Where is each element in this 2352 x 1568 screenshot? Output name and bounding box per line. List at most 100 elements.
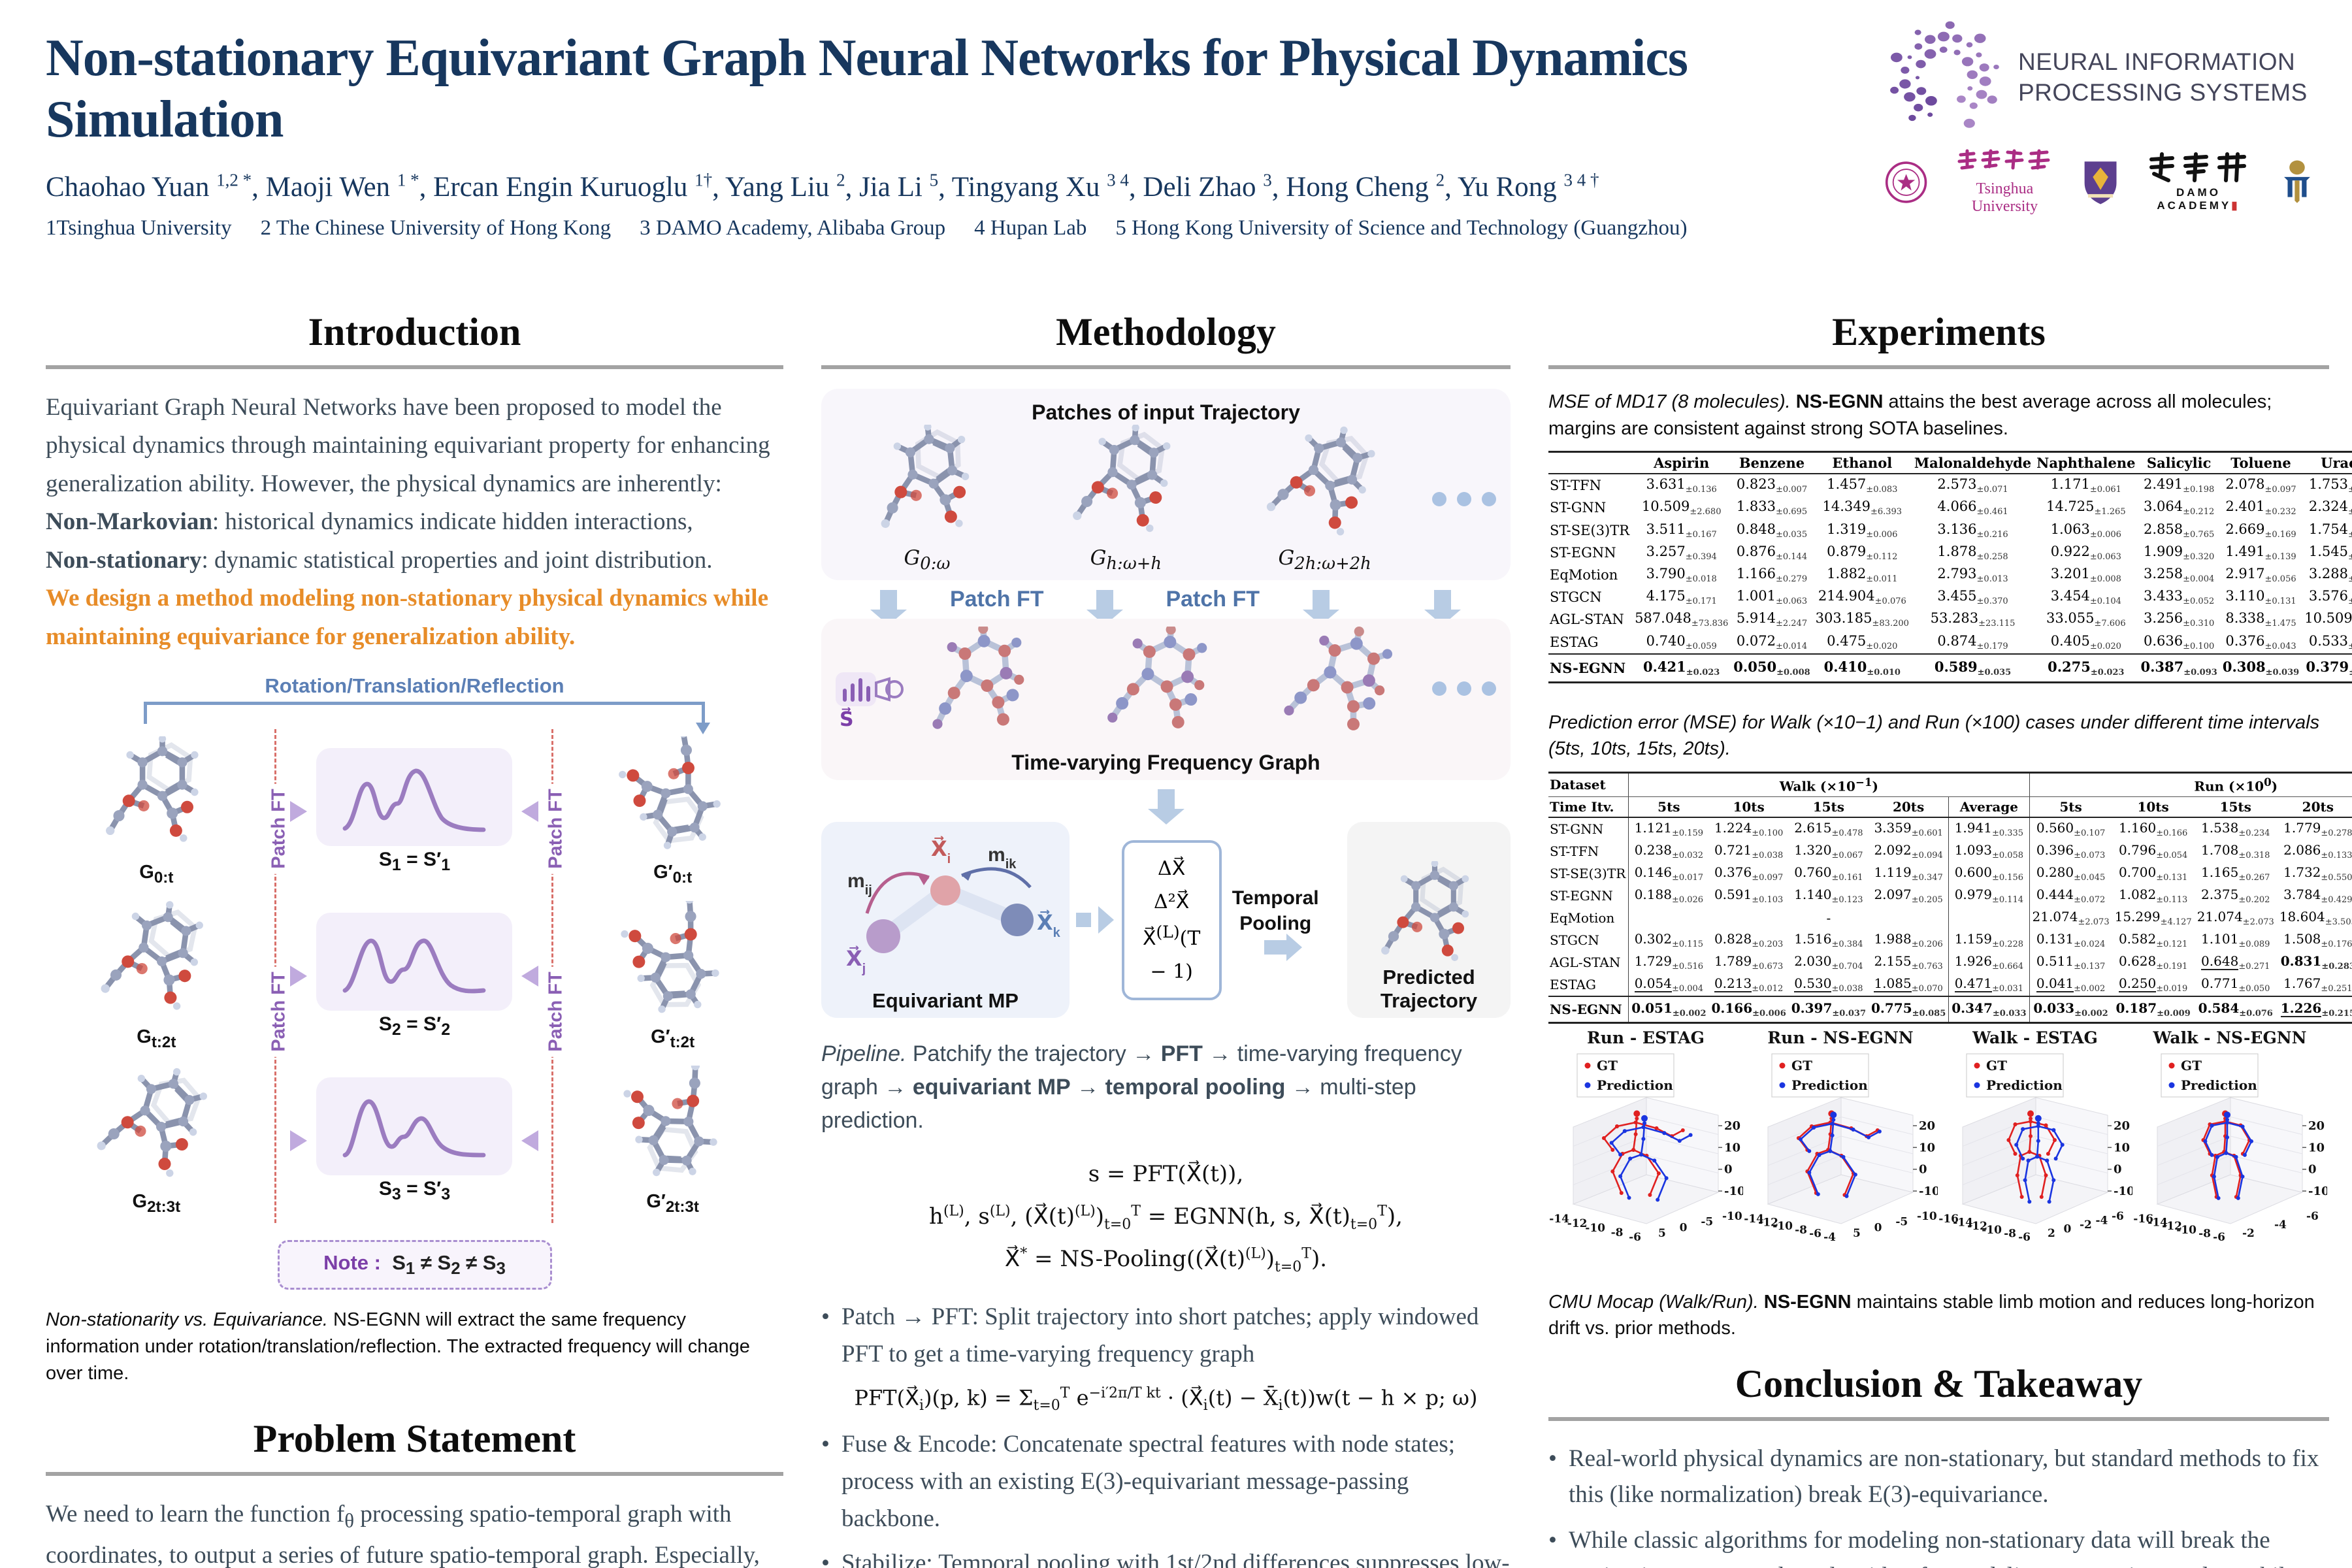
author: Tingyang Xu 3 4: [951, 170, 1129, 203]
author: Chaohao Yuan 1,2 *: [46, 170, 252, 203]
table-row: AGL-STAN 1.729±0.516 1.789±0.673 2.030±0.7…: [1548, 951, 2352, 973]
col-header: Aspirin: [1632, 451, 1731, 475]
section-title-experiments: Experiments: [1832, 310, 2046, 353]
affiliation: 4 Hupan Lab: [974, 216, 1087, 240]
graph-label: G2t:3t: [132, 1190, 181, 1216]
intro-highlight: We design a method modeling non-stationa…: [46, 585, 769, 650]
author: Ercan Engin Kuruoglu 1†: [433, 170, 713, 203]
predicted-trajectory-label: Predicted Trajectory: [1380, 966, 1478, 1013]
patch-molecule: G2h:ω+2h: [1233, 425, 1416, 574]
graph-label: G0:t: [139, 861, 174, 887]
molecule-image: [588, 901, 758, 1025]
svg-text:-2: -2: [2242, 1227, 2255, 1240]
affiliation: 1Tsinghua University: [46, 216, 232, 240]
svg-text:S⃗: S⃗: [840, 708, 854, 730]
figure-nonstationarity-vs-equivariance: Rotation/Translation/Reflection G0:t S1 …: [46, 674, 783, 1386]
svg-text:-6: -6: [1629, 1231, 1641, 1244]
md17-results-table: Aspirin Benzene Ethanol Malonaldehyde Naphth…: [1548, 451, 2352, 683]
method-bullets: • Patch → PFT: Split trajectory into shor…: [821, 1298, 1511, 1568]
col-header: Naphthalene: [2034, 451, 2138, 475]
damo-logo: DAMO ACADEMY▮: [2138, 152, 2259, 212]
hkust-logo-icon: [2284, 159, 2310, 203]
equivariant-mp-row: mij mik X⃗i X⃗j X⃗k Equivariant MP ΔX⃗ Δ²…: [821, 822, 1511, 1019]
down-arrow-icon: [1302, 589, 1339, 625]
pipeline-text: Pipeline. Patchify the trajectory → PFT …: [821, 1041, 1462, 1134]
table-row-ns-egnn: NS-EGNN 0.051±0.002 0.166±0.006 0.397±0.03…: [1548, 996, 2352, 1024]
svg-text:0: 0: [1724, 1162, 1733, 1176]
conclusion-bullet: • Real-world physical dynamics are non-st…: [1548, 1445, 2319, 1509]
neurips-logo: NEURAL INFORMATION PROCESSING SYSTEMS: [1885, 17, 2316, 138]
affiliation: 5 Hong Kong University of Science and Te…: [1115, 216, 1688, 240]
conclusion-bullet: • While classic algorithms for modeling n…: [1548, 1526, 2296, 1568]
mocap-plot: Run - NS-EGNN GT Prediction 20 10 0 -10-…: [1744, 1028, 1938, 1244]
svg-text:-10: -10: [2114, 1184, 2132, 1198]
walk-group-header: Walk (×10−1): [1628, 772, 2029, 797]
figure1-row: G2t:3t S3 = S′3 G′2t:3t: [46, 1058, 783, 1223]
mocap-plots: Run - ESTAG GT Prediction 20 10 0 -10 -14…: [1548, 1028, 2329, 1289]
col-header: Ethanol: [1812, 451, 1912, 475]
svg-text:-12: -12: [2162, 1220, 2182, 1233]
svg-text:0: 0: [2114, 1162, 2122, 1176]
patches-title: Patches of input Trajectory: [1032, 400, 1300, 424]
frequency-graph-panel: S⃗ Time-varying Frequency Graph: [821, 619, 1511, 781]
author: Maoji Wen 1 *: [265, 170, 419, 203]
table-row-ns-egnn: NS-EGNN 0.421±0.023 0.050±0.008 0.410±0.010…: [1548, 653, 2352, 683]
svg-text:mij: mij: [847, 870, 872, 898]
section-rule: [1548, 365, 2329, 369]
svg-text:-5: -5: [1701, 1215, 1713, 1228]
tsinghua-seal-icon: [1885, 161, 1927, 203]
svg-text:Prediction: Prediction: [1597, 1077, 1673, 1093]
plot-title: Run - ESTAG: [1587, 1028, 1705, 1047]
bullet-patch-pft: • Patch → PFT: Split trajectory into shor…: [821, 1303, 1479, 1368]
svg-text:X⃗j: X⃗j: [846, 945, 866, 976]
spectrum-magnifier-icon: S⃗: [836, 672, 904, 730]
arrow-right-icon: [290, 1130, 308, 1152]
frequency-molecule: [1071, 627, 1251, 751]
svg-text:-14: -14: [2148, 1216, 2168, 1229]
equation: X⃗* = NS-Pooling((X⃗(t)(L))t=0T).: [1004, 1246, 1328, 1276]
author: Jia Li 5: [859, 170, 939, 203]
frequency-molecule: [890, 627, 1071, 751]
svg-text:-6: -6: [1809, 1227, 1821, 1240]
mocap-plot: Walk - ESTAG GT Prediction 20 10 0 -10-1…: [1938, 1028, 2132, 1244]
term-non-stationary: Non-stationary: [46, 546, 202, 574]
svg-text:5: 5: [1658, 1227, 1666, 1240]
molecule-image: [71, 1066, 241, 1190]
pool-term: ΔX⃗: [1158, 857, 1186, 880]
svg-text:-6: -6: [2306, 1210, 2319, 1223]
down-arrow-icon: [1086, 589, 1123, 625]
equation: h(L), s(L), (X⃗(t)(L))t=0T = EGNN(h, s, …: [929, 1203, 1403, 1233]
svg-text:-10: -10: [2308, 1184, 2327, 1198]
svg-text:X⃗k: X⃗k: [1037, 909, 1061, 940]
svg-text:-10: -10: [1724, 1184, 1743, 1198]
patch-ft-label: Patch FT: [546, 783, 568, 874]
svg-text:-6: -6: [2112, 1210, 2124, 1223]
patch-molecule: Gh:ω+h: [1034, 425, 1217, 574]
neurips-logo-text: NEURAL INFORMATION PROCESSING SYSTEMS: [2018, 48, 2308, 106]
plot-title: Walk - NS-EGNN: [2152, 1028, 2306, 1047]
graph-label: G′0:t: [653, 861, 693, 887]
patch-label: G0:ω: [904, 546, 951, 574]
mocap-plot: Run - ESTAG GT Prediction 20 10 0 -10 -14…: [1549, 1028, 1743, 1244]
table-row: ST-GNN 1.121±0.159 1.224±0.100 2.615±0.478…: [1548, 817, 2352, 840]
svg-text:X⃗i: X⃗i: [931, 836, 951, 866]
svg-text:0: 0: [2308, 1162, 2317, 1176]
arrow-left-icon: [521, 1130, 539, 1152]
svg-text:10: 10: [1724, 1141, 1740, 1154]
svg-text:20: 20: [2308, 1119, 2325, 1133]
bullet-stabilize: • Stabilize: Temporal pooling with 1st/2n…: [821, 1549, 1510, 1568]
intro-text: Equivariant Graph Neural Networks have b…: [46, 394, 770, 650]
tsinghua-logo: Tsinghua University: [1947, 148, 2063, 216]
col-header: Malonaldehyde: [1911, 451, 2034, 475]
patches-panel: Patches of input Trajectory G0:ω Gh:ω+h …: [821, 389, 1511, 581]
note-text: S1 ≠ S2 ≠ S3: [392, 1251, 506, 1279]
cuhk-shield-icon: [2084, 161, 2117, 204]
svg-text:GT: GT: [1986, 1058, 2007, 1073]
svg-text:Prediction: Prediction: [1986, 1077, 2063, 1093]
col-header: Salicylic: [2138, 451, 2220, 475]
svg-text:0: 0: [2064, 1222, 2072, 1235]
svg-text:-12: -12: [1967, 1220, 1987, 1233]
col-header: Benzene: [1731, 451, 1813, 475]
svg-text:-12: -12: [1567, 1217, 1588, 1230]
arrow-right-icon: [290, 801, 308, 823]
